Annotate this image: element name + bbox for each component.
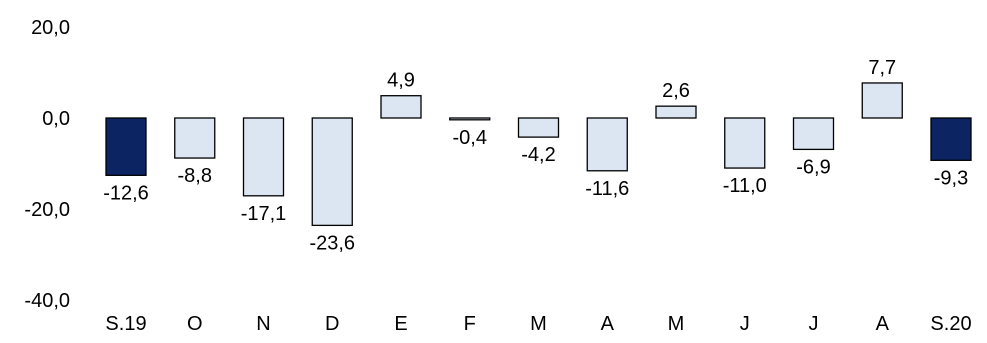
bar [792,117,835,151]
value-label: -9,3 [934,167,968,189]
bar [586,117,628,172]
bar [105,117,147,176]
x-tick-label: J [809,313,819,335]
value-label: -6,9 [796,156,830,178]
bar [655,105,697,119]
bar [242,117,285,197]
y-tick-label: 20,0 [31,17,70,39]
bar [930,117,972,161]
x-tick-label: N [256,313,270,335]
value-label: -4,2 [521,144,555,166]
value-label: 2,6 [662,80,690,102]
bar [517,117,560,138]
y-tick-label: -40,0 [24,290,70,312]
bar [174,117,216,159]
x-tick-label: M [530,313,547,335]
bar [724,117,766,169]
y-axis-tick-labels: 20,0 0,0 -20,0 -40,0 [24,17,70,312]
x-tick-label: D [325,313,339,335]
x-tick-label: S.19 [105,313,146,335]
x-tick-label: J [740,313,750,335]
value-label: 7,7 [868,57,896,79]
x-tick-label: S.20 [930,313,971,335]
x-tick-label: A [601,313,615,335]
value-label: 4,9 [387,70,415,92]
value-label: -0,4 [453,127,487,149]
x-tick-label: M [668,313,685,335]
value-label: -8,8 [178,165,212,187]
value-labels: -12,6 -8,8 -17,1 -23,6 4,9 -0,4 -4,2 -11,6 2,6 -1… [103,57,968,254]
x-tick-label: O [187,313,203,335]
value-label: -11,0 [723,175,767,197]
bar [861,82,903,119]
x-axis-tick-labels: S.19 O N D E F M A M J J A S.20 [105,313,971,335]
x-tick-label: E [394,313,407,335]
bar [380,95,422,119]
value-label: -12,6 [103,182,149,204]
bars [105,82,972,227]
y-tick-label: -20,0 [24,199,70,221]
x-tick-label: A [876,313,890,335]
y-tick-label: 0,0 [42,108,70,130]
value-label: -23,6 [309,232,355,254]
bar [311,117,353,227]
value-label: -11,6 [585,178,629,200]
bar [449,117,491,121]
value-label: -17,1 [241,203,287,225]
x-tick-label: F [464,313,476,335]
